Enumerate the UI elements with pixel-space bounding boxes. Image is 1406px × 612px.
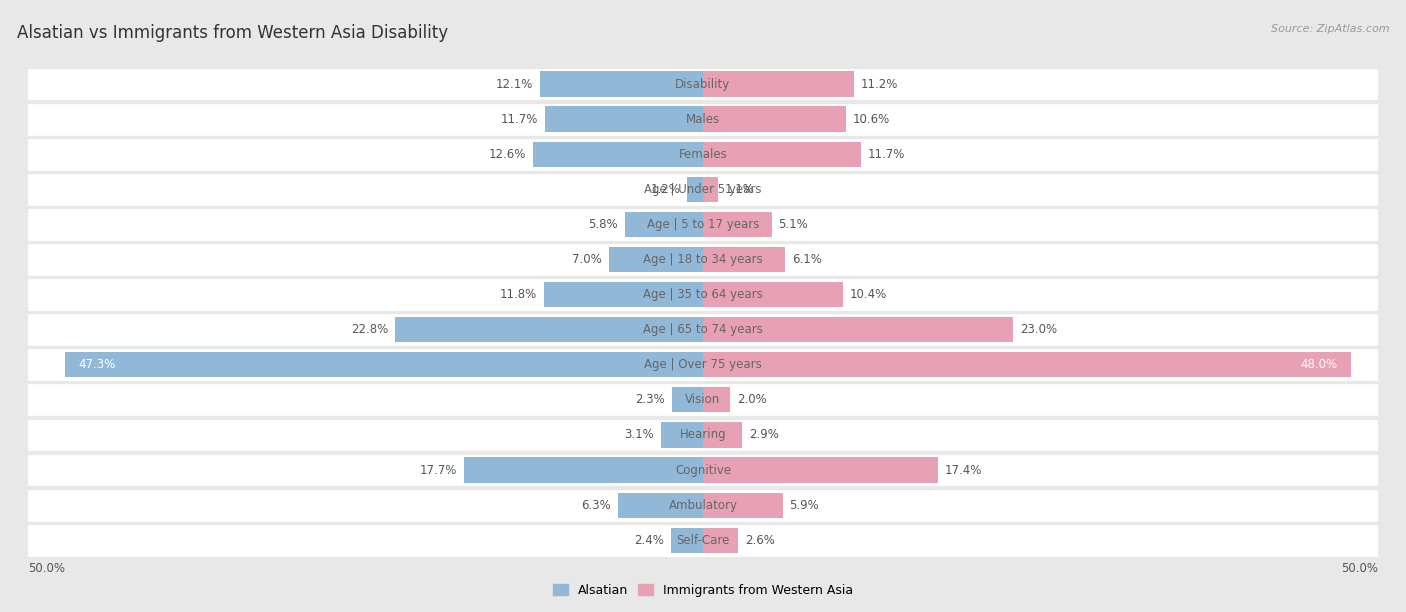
Bar [703, 282, 844, 307]
Bar [28, 244, 1378, 275]
Text: 12.6%: 12.6% [489, 147, 526, 161]
Bar [703, 141, 860, 167]
Bar [28, 279, 1378, 310]
Bar [703, 177, 718, 202]
Text: 48.0%: 48.0% [1301, 358, 1337, 371]
Text: 11.7%: 11.7% [501, 113, 538, 125]
Text: Self-Care: Self-Care [676, 534, 730, 547]
Bar [28, 139, 1378, 170]
Text: Hearing: Hearing [679, 428, 727, 441]
Text: 2.6%: 2.6% [745, 534, 775, 547]
Bar [28, 524, 1378, 556]
Text: 2.0%: 2.0% [737, 394, 766, 406]
Text: Age | 35 to 64 years: Age | 35 to 64 years [643, 288, 763, 301]
Bar [624, 212, 703, 237]
Text: 11.2%: 11.2% [860, 78, 898, 91]
Bar [703, 457, 938, 483]
Bar [28, 103, 1378, 135]
Bar [661, 422, 703, 447]
Text: 11.7%: 11.7% [868, 147, 905, 161]
Legend: Alsatian, Immigrants from Western Asia: Alsatian, Immigrants from Western Asia [548, 579, 858, 602]
Text: Age | Under 5 years: Age | Under 5 years [644, 183, 762, 196]
Bar [533, 141, 703, 167]
Bar [28, 490, 1378, 521]
Text: 1.1%: 1.1% [724, 183, 755, 196]
Text: Females: Females [679, 147, 727, 161]
Text: 2.3%: 2.3% [636, 394, 665, 406]
Bar [28, 314, 1378, 345]
Text: 7.0%: 7.0% [572, 253, 602, 266]
Bar [703, 352, 1351, 378]
Bar [703, 493, 783, 518]
Bar [686, 177, 703, 202]
Bar [28, 349, 1378, 380]
Bar [540, 72, 703, 97]
Text: 2.4%: 2.4% [634, 534, 664, 547]
Text: 11.8%: 11.8% [499, 288, 537, 301]
Bar [464, 457, 703, 483]
Bar [28, 419, 1378, 450]
Bar [672, 387, 703, 412]
Text: 12.1%: 12.1% [495, 78, 533, 91]
Text: 17.4%: 17.4% [945, 463, 981, 477]
Text: Age | 5 to 17 years: Age | 5 to 17 years [647, 218, 759, 231]
Text: 6.1%: 6.1% [792, 253, 823, 266]
Text: 6.3%: 6.3% [582, 499, 612, 512]
Text: Disability: Disability [675, 78, 731, 91]
Bar [703, 422, 742, 447]
Text: Age | 65 to 74 years: Age | 65 to 74 years [643, 323, 763, 336]
Bar [703, 528, 738, 553]
Bar [28, 384, 1378, 416]
Text: 50.0%: 50.0% [1341, 562, 1378, 575]
Bar [28, 69, 1378, 100]
Text: 17.7%: 17.7% [420, 463, 457, 477]
Text: Age | 18 to 34 years: Age | 18 to 34 years [643, 253, 763, 266]
Text: Source: ZipAtlas.com: Source: ZipAtlas.com [1271, 24, 1389, 34]
Text: 23.0%: 23.0% [1021, 323, 1057, 336]
Text: 22.8%: 22.8% [352, 323, 388, 336]
Bar [395, 317, 703, 342]
Text: 3.1%: 3.1% [624, 428, 654, 441]
Bar [703, 387, 730, 412]
Bar [703, 72, 855, 97]
Text: 10.4%: 10.4% [851, 288, 887, 301]
Bar [619, 493, 703, 518]
Text: Cognitive: Cognitive [675, 463, 731, 477]
Bar [28, 455, 1378, 485]
Bar [703, 247, 786, 272]
Text: Ambulatory: Ambulatory [668, 499, 738, 512]
Bar [671, 528, 703, 553]
Bar [609, 247, 703, 272]
Bar [28, 174, 1378, 205]
Text: Males: Males [686, 113, 720, 125]
Text: 47.3%: 47.3% [79, 358, 115, 371]
Text: 1.2%: 1.2% [650, 183, 681, 196]
Bar [703, 212, 772, 237]
Bar [703, 317, 1014, 342]
Text: 50.0%: 50.0% [28, 562, 65, 575]
Bar [65, 352, 703, 378]
Bar [703, 106, 846, 132]
Text: 5.9%: 5.9% [789, 499, 820, 512]
Bar [546, 106, 703, 132]
Text: Age | Over 75 years: Age | Over 75 years [644, 358, 762, 371]
Text: 10.6%: 10.6% [853, 113, 890, 125]
Text: 2.9%: 2.9% [749, 428, 779, 441]
Text: 5.1%: 5.1% [779, 218, 808, 231]
Text: Vision: Vision [685, 394, 721, 406]
Bar [544, 282, 703, 307]
Bar [28, 209, 1378, 240]
Text: Alsatian vs Immigrants from Western Asia Disability: Alsatian vs Immigrants from Western Asia… [17, 24, 449, 42]
Text: 5.8%: 5.8% [588, 218, 619, 231]
